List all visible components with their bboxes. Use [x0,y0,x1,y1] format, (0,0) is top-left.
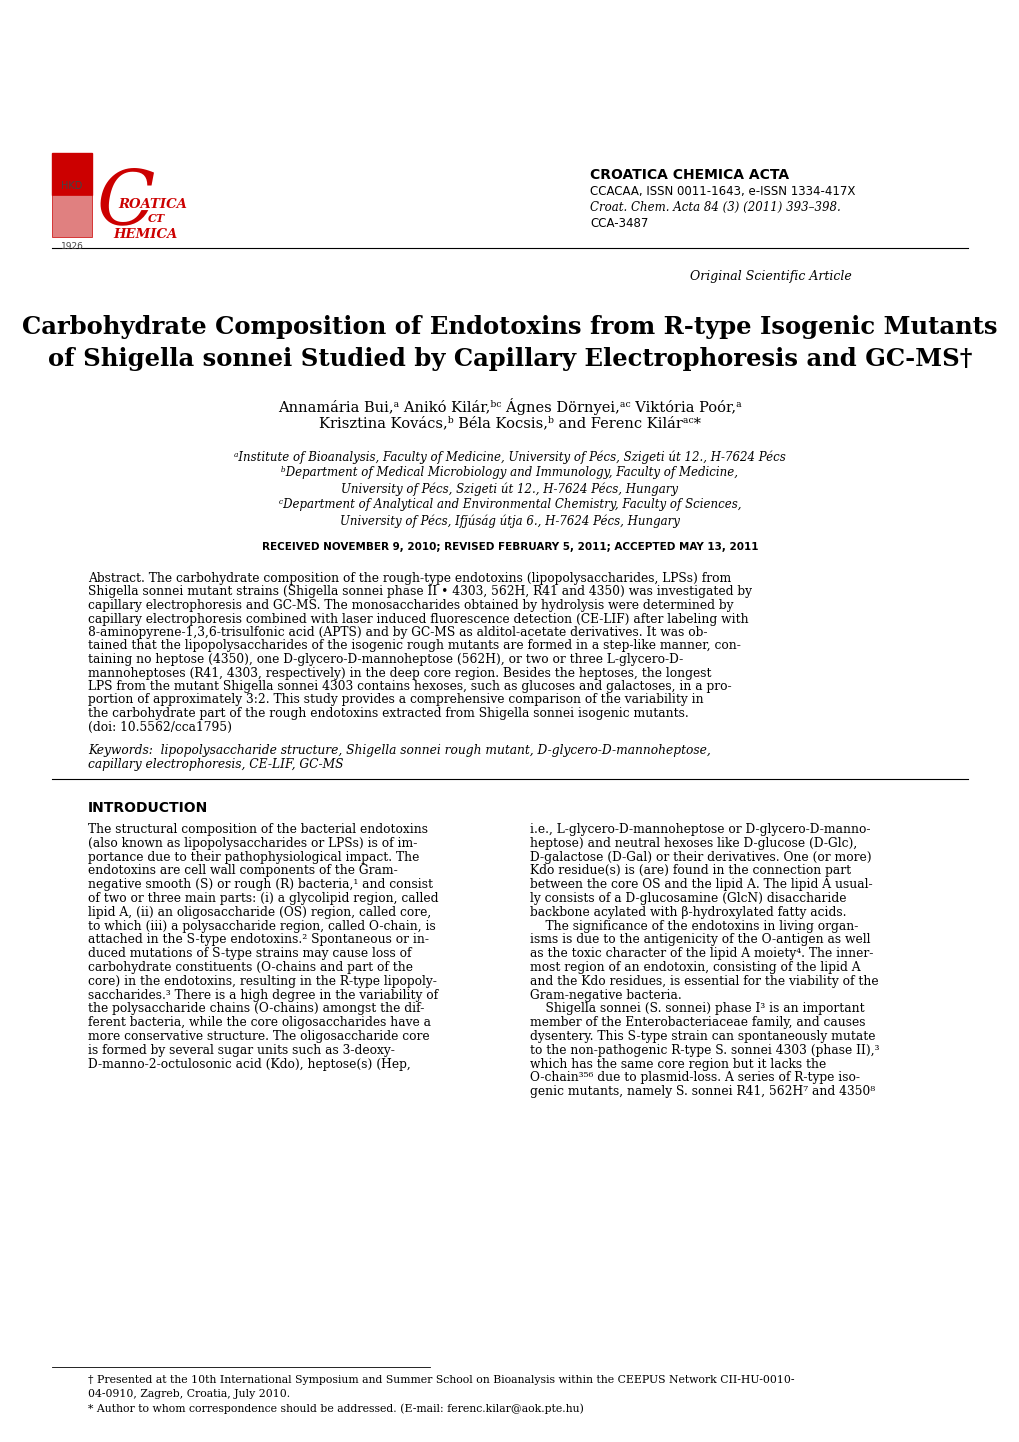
Text: i.e., L-glycero-D-mannoheptose or D-glycero-D-manno-: i.e., L-glycero-D-mannoheptose or D-glyc… [530,823,869,836]
Text: capillary electrophoresis and GC-MS. The monosaccharides obtained by hydrolysis : capillary electrophoresis and GC-MS. The… [88,598,733,611]
Text: Croat. Chem. Acta 84 (3) (2011) 393–398.: Croat. Chem. Acta 84 (3) (2011) 393–398. [589,200,840,213]
Text: Abstract. The carbohydrate composition of the rough-type endotoxins (lipopolysac: Abstract. The carbohydrate composition o… [88,572,731,585]
Text: D-manno-2-octulosonic acid (Kdo), heptose(s) (Hep,: D-manno-2-octulosonic acid (Kdo), heptos… [88,1057,411,1070]
Text: the carbohydrate part of the rough endotoxins extracted from Shigella sonnei iso: the carbohydrate part of the rough endot… [88,707,688,720]
Text: of two or three main parts: (i) a glycolipid region, called: of two or three main parts: (i) a glycol… [88,893,438,906]
Text: ferent bacteria, while the core oligosaccharides have a: ferent bacteria, while the core oligosac… [88,1017,431,1030]
Bar [52,195,92,236]
Text: tained that the lipopolysaccharides of the isogenic rough mutants are formed in : tained that the lipopolysaccharides of t… [88,639,740,652]
Text: (doi: 10.5562/cca1795): (doi: 10.5562/cca1795) [88,721,231,734]
Text: of Shigella sonnei Studied by Capillary Electrophoresis and GC-MS†: of Shigella sonnei Studied by Capillary … [48,348,971,371]
Text: saccharides.³ There is a high degree in the variability of: saccharides.³ There is a high degree in … [88,989,438,1002]
Text: core) in the endotoxins, resulting in the R-type lipopoly-: core) in the endotoxins, resulting in th… [88,975,436,988]
Text: Annamária Bui,ᵃ Anikó Kilár,ᵇᶜ Ágnes Dörnyei,ᵃᶜ Viktória Poór,ᵃ: Annamária Bui,ᵃ Anikó Kilár,ᵇᶜ Ágnes Dör… [278,398,741,415]
Text: more conservative structure. The oligosaccharide core: more conservative structure. The oligosa… [88,1030,429,1043]
Text: and the Kdo residues, is essential for the viability of the: and the Kdo residues, is essential for t… [530,975,877,988]
Text: endotoxins are cell wall components of the Gram-: endotoxins are cell wall components of t… [88,864,397,877]
Text: capillary electrophoresis, CE-LIF, GC-MS: capillary electrophoresis, CE-LIF, GC-MS [88,758,343,771]
Text: ly consists of a D-glucosamine (GlcN) disaccharide: ly consists of a D-glucosamine (GlcN) di… [530,893,846,906]
Text: portance due to their pathophysiological impact. The: portance due to their pathophysiological… [88,851,419,864]
Text: Krisztina Kovács,ᵇ Béla Kocsis,ᵇ and Ferenc Kilárᵃᶜ*: Krisztina Kovács,ᵇ Béla Kocsis,ᵇ and Fer… [319,415,700,430]
Text: heptose) and neutral hexoses like D-glucose (D-Glc),: heptose) and neutral hexoses like D-gluc… [530,836,856,849]
Text: ᵃInstitute of Bioanalysis, Faculty of Medicine, University of Pécs, Szigeti út 1: ᵃInstitute of Bioanalysis, Faculty of Me… [234,450,785,463]
Text: which has the same core region but it lacks the: which has the same core region but it la… [530,1057,825,1070]
Text: attached in the S-type endotoxins.² Spontaneous or in-: attached in the S-type endotoxins.² Spon… [88,933,429,946]
Text: CROATICA CHEMICA ACTA: CROATICA CHEMICA ACTA [589,169,789,182]
Text: ᵇDepartment of Medical Microbiology and Immunology, Faculty of Medicine,: ᵇDepartment of Medical Microbiology and … [281,466,738,479]
Text: dysentery. This S-type strain can spontaneously mutate: dysentery. This S-type strain can sponta… [530,1030,874,1043]
Text: to the non-pathogenic R-type S. sonnei 4303 (phase II),³: to the non-pathogenic R-type S. sonnei 4… [530,1044,878,1057]
Text: (also known as lipopolysaccharides or LPSs) is of im-: (also known as lipopolysaccharides or LP… [88,836,417,849]
Text: * Author to whom correspondence should be addressed. (E-mail: ferenc.kilar@aok.p: * Author to whom correspondence should b… [88,1403,583,1413]
Text: portion of approximately 3:2. This study provides a comprehensive comparison of : portion of approximately 3:2. This study… [88,694,703,707]
Text: CCA-3487: CCA-3487 [589,216,648,231]
Text: negative smooth (S) or rough (R) bacteria,¹ and consist: negative smooth (S) or rough (R) bacteri… [88,878,433,891]
Text: lipid A, (ii) an oligosaccharide (OS) region, called core,: lipid A, (ii) an oligosaccharide (OS) re… [88,906,431,919]
Text: O-chain³⁵⁶ due to plasmid-loss. A series of R-type iso-: O-chain³⁵⁶ due to plasmid-loss. A series… [530,1071,859,1084]
Text: mannoheptoses (R41, 4303, respectively) in the deep core region. Besides the hep: mannoheptoses (R41, 4303, respectively) … [88,666,711,679]
Text: member of the Enterobacteriaceae family, and causes: member of the Enterobacteriaceae family,… [530,1017,865,1030]
Text: Carbohydrate Composition of Endotoxins from R-type Isogenic Mutants: Carbohydrate Composition of Endotoxins f… [22,314,997,339]
Text: D-galactose (D-Gal) or their derivatives. One (or more): D-galactose (D-Gal) or their derivatives… [530,851,871,864]
Text: carbohydrate constituents (O-chains and part of the: carbohydrate constituents (O-chains and … [88,960,413,973]
Text: The structural composition of the bacterial endotoxins: The structural composition of the bacter… [88,823,428,836]
Text: ᶜDepartment of Analytical and Environmental Chemistry, Faculty of Sciences,: ᶜDepartment of Analytical and Environmen… [278,497,741,510]
Text: 04-0910, Zagreb, Croatia, July 2010.: 04-0910, Zagreb, Croatia, July 2010. [88,1389,289,1399]
Text: Shigella sonnei mutant strains (Shigella sonnei phase II • 4303, 562H, R41 and 4: Shigella sonnei mutant strains (Shigella… [88,585,751,598]
Bar [52,153,92,195]
Text: CCACAA, ISSN 0011-1643, e-ISSN 1334-417X: CCACAA, ISSN 0011-1643, e-ISSN 1334-417X [589,185,855,198]
Text: backbone acylated with β-hydroxylated fatty acids.: backbone acylated with β-hydroxylated fa… [530,906,846,919]
Text: genic mutants, namely S. sonnei R41, 562H⁷ and 4350⁸: genic mutants, namely S. sonnei R41, 562… [530,1086,874,1099]
Text: as the toxic character of the lipid A moiety⁴. The inner-: as the toxic character of the lipid A mo… [530,947,872,960]
Text: C: C [96,166,154,239]
Text: is formed by several sugar units such as 3-deoxy-: is formed by several sugar units such as… [88,1044,394,1057]
Text: capillary electrophoresis combined with laser induced fluorescence detection (CE: capillary electrophoresis combined with … [88,613,748,626]
Text: ROATICA: ROATICA [118,198,186,211]
Text: taining no heptose (4350), one D-glycero-D-mannoheptose (562H), or two or three : taining no heptose (4350), one D-glycero… [88,653,683,666]
Text: 1926: 1926 [60,242,84,251]
Text: The significance of the endotoxins in living organ-: The significance of the endotoxins in li… [530,920,858,933]
Text: RECEIVED NOVEMBER 9, 2010; REVISED FEBRUARY 5, 2011; ACCEPTED MAY 13, 2011: RECEIVED NOVEMBER 9, 2010; REVISED FEBRU… [262,542,757,552]
Text: Shigella sonnei (S. sonnei) phase I³ is an important: Shigella sonnei (S. sonnei) phase I³ is … [530,1002,864,1015]
Text: duced mutations of S-type strains may cause loss of: duced mutations of S-type strains may ca… [88,947,411,960]
Text: HEMICA: HEMICA [113,228,177,241]
Text: isms is due to the antigenicity of the O-antigen as well: isms is due to the antigenicity of the O… [530,933,869,946]
Text: between the core OS and the lipid A. The lipid A usual-: between the core OS and the lipid A. The… [530,878,872,891]
Text: most region of an endotoxin, consisting of the lipid A: most region of an endotoxin, consisting … [530,960,860,973]
Text: 8-aminopyrene-1,3,6-trisulfonic acid (APTS) and by GC-MS as alditol-acetate deri: 8-aminopyrene-1,3,6-trisulfonic acid (AP… [88,626,707,639]
Text: CT: CT [148,213,165,224]
Text: Gram-negative bacteria.: Gram-negative bacteria. [530,989,681,1002]
Text: INTRODUCTION: INTRODUCTION [88,800,208,815]
Text: to which (iii) a polysaccharide region, called O-chain, is: to which (iii) a polysaccharide region, … [88,920,435,933]
Text: Original Scientific Article: Original Scientific Article [689,270,851,283]
Text: HKD: HKD [61,182,83,190]
Text: † Presented at the 10th International Symposium and Summer School on Bioanalysis: † Presented at the 10th International Sy… [88,1376,794,1384]
Text: University of Pécs, Szigeti út 12., H-7624 Pécs, Hungary: University of Pécs, Szigeti út 12., H-76… [341,482,678,496]
Text: the polysaccharide chains (O-chains) amongst the dif-: the polysaccharide chains (O-chains) amo… [88,1002,424,1015]
Text: University of Pécs, Ifjúság útja 6., H-7624 Pécs, Hungary: University of Pécs, Ifjúság útja 6., H-7… [339,513,680,528]
Text: Keywords:  lipopolysaccharide structure, Shigella sonnei rough mutant, D-glycero: Keywords: lipopolysaccharide structure, … [88,744,710,757]
Text: LPS from the mutant Shigella sonnei 4303 contains hexoses, such as glucoses and : LPS from the mutant Shigella sonnei 4303… [88,681,731,694]
Text: Kdo residue(s) is (are) found in the connection part: Kdo residue(s) is (are) found in the con… [530,864,850,877]
